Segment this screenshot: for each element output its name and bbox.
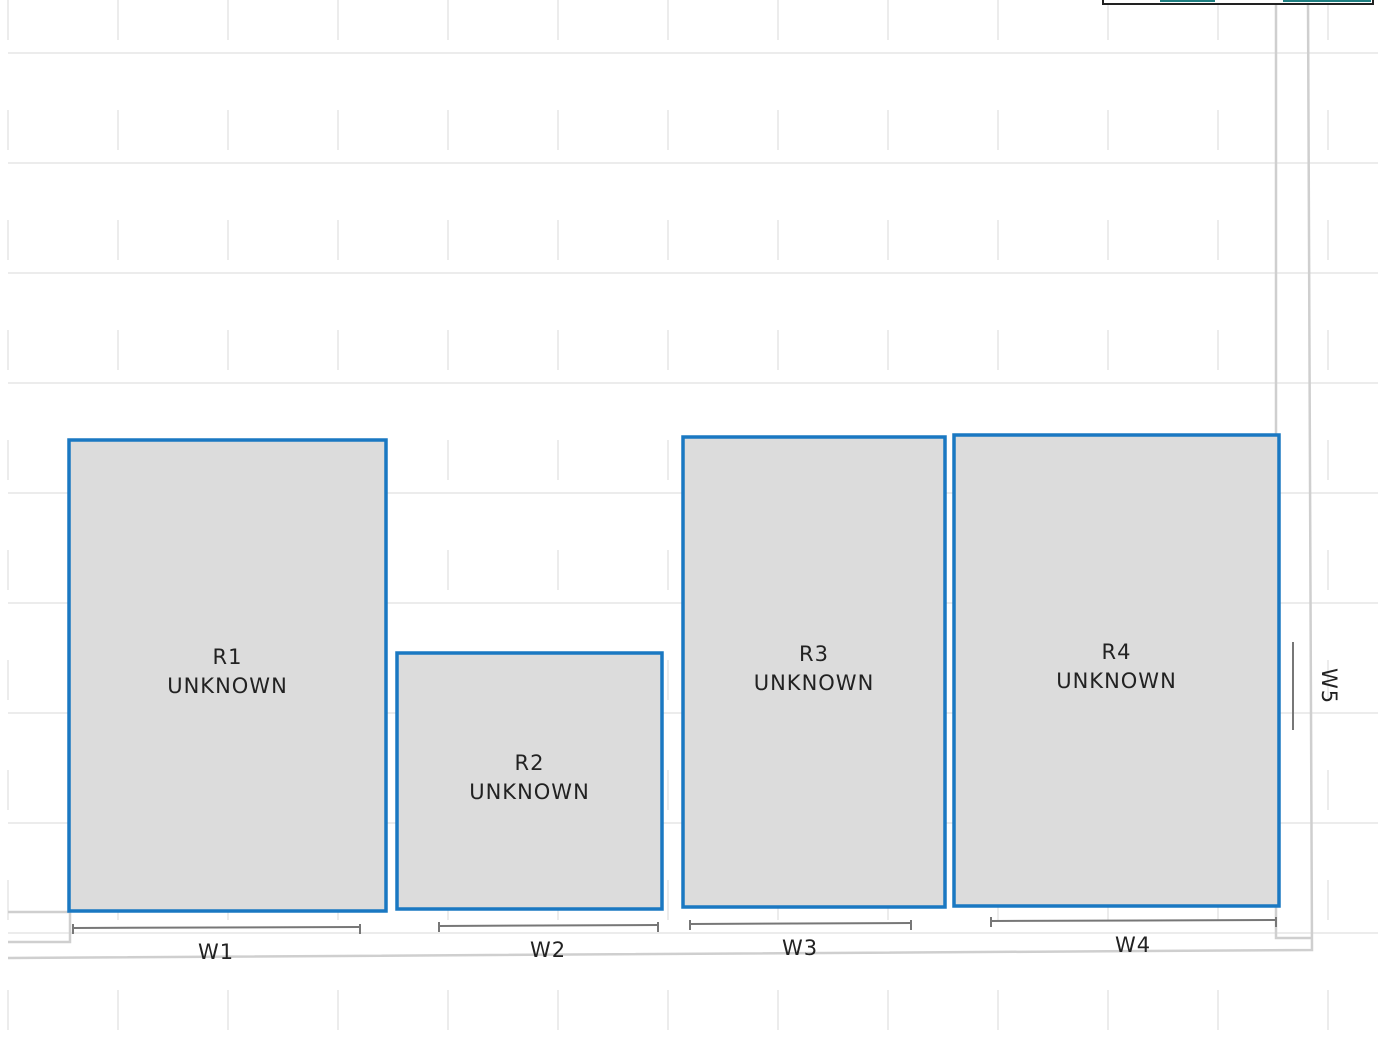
rooms: R1 UNKNOWN R2 UNKNOWN R3 UNKNOWN R4 UNKNOWN <box>67 433 1281 913</box>
room <box>681 435 947 909</box>
wall-label: W3 <box>782 936 818 960</box>
toolbar-edge <box>1102 0 1374 5</box>
toolbar-button[interactable] <box>1283 0 1371 2</box>
room-label: R1 <box>213 645 243 669</box>
room-type: UNKNOWN <box>167 674 288 698</box>
room-type: UNKNOWN <box>754 671 875 695</box>
outer-boundary <box>7 0 1314 960</box>
dimension-line <box>438 924 659 927</box>
room-label: R2 <box>515 751 545 775</box>
toolbar-button[interactable] <box>1160 0 1215 2</box>
wall-label: W2 <box>530 938 566 962</box>
dimension-line <box>990 919 1277 922</box>
room-type: UNKNOWN <box>1056 669 1177 693</box>
walls: W1 W2 W3 W4 W5 <box>72 642 1341 964</box>
room-label: R3 <box>799 642 829 666</box>
wall-label: W5 <box>1317 668 1341 704</box>
dimension-line <box>689 922 912 925</box>
inner-boundary <box>1274 0 1312 940</box>
room-type: UNKNOWN <box>469 780 590 804</box>
room <box>67 438 388 913</box>
room <box>395 651 664 911</box>
wall-label: W1 <box>198 940 234 964</box>
dimension-line <box>72 926 361 929</box>
room-label: R4 <box>1102 640 1132 664</box>
room <box>952 433 1281 908</box>
wall-label: W4 <box>1115 933 1151 957</box>
wall-outline <box>8 910 72 944</box>
